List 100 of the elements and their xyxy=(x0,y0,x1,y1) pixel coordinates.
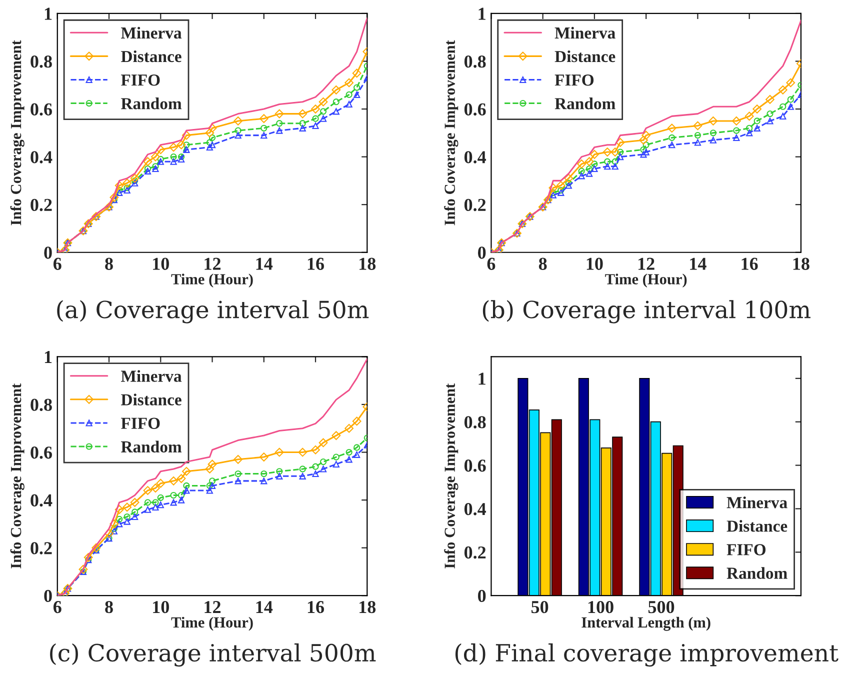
point xyxy=(182,130,191,140)
point xyxy=(152,499,159,506)
point xyxy=(612,163,618,170)
point xyxy=(591,165,598,172)
y-tick-label: 0.6 xyxy=(464,103,486,116)
point xyxy=(208,142,216,148)
x-tick-label: 8 xyxy=(538,258,547,270)
point xyxy=(178,496,185,504)
point xyxy=(602,148,612,156)
point xyxy=(694,139,702,146)
point xyxy=(320,115,327,122)
point xyxy=(205,464,214,474)
point xyxy=(157,494,164,501)
point xyxy=(604,163,611,170)
point xyxy=(346,448,352,456)
x-tick-label: 18 xyxy=(360,600,376,614)
point xyxy=(208,134,216,141)
point xyxy=(744,112,754,121)
point xyxy=(564,174,574,183)
point xyxy=(586,165,593,172)
point xyxy=(274,448,284,457)
point xyxy=(320,458,327,466)
point xyxy=(578,168,585,174)
point xyxy=(787,103,794,110)
point xyxy=(548,183,558,192)
x-axis-title: Time (Hour) xyxy=(171,274,253,288)
point xyxy=(354,84,360,91)
point xyxy=(642,130,651,140)
y-tick-label: 0.6 xyxy=(30,103,52,116)
point xyxy=(122,502,132,512)
point xyxy=(276,468,283,475)
point xyxy=(110,528,118,534)
point xyxy=(591,160,598,168)
point xyxy=(780,103,786,110)
point xyxy=(640,151,647,158)
x-tick-label: 500 xyxy=(648,600,674,614)
point xyxy=(320,466,327,472)
point xyxy=(746,130,753,136)
y-tick-label: 0 xyxy=(44,590,52,602)
point xyxy=(122,178,132,188)
y-tick-label: 0.6 xyxy=(464,460,486,472)
point xyxy=(132,513,138,520)
x-tick-label: 12 xyxy=(204,258,221,270)
point xyxy=(234,127,242,134)
point xyxy=(352,68,362,78)
x-tick-label: 16 xyxy=(308,258,324,270)
point xyxy=(170,158,177,165)
x-axis-title: Time (Hour) xyxy=(171,616,253,631)
point xyxy=(332,108,340,115)
point xyxy=(320,108,327,115)
point xyxy=(183,142,190,148)
point xyxy=(169,142,178,152)
point xyxy=(332,85,341,94)
y-tick-label: 0.4 xyxy=(30,151,52,164)
point xyxy=(556,181,566,190)
point xyxy=(311,445,320,454)
point xyxy=(274,109,284,118)
x-axis-title: Time (Hour) xyxy=(605,274,687,288)
legend-label: Minerva xyxy=(121,370,182,382)
point xyxy=(206,482,213,489)
x-tick-label: 16 xyxy=(742,258,758,270)
point xyxy=(584,157,594,166)
point xyxy=(124,184,130,192)
point xyxy=(299,472,306,480)
point xyxy=(354,451,360,458)
legend-label: Random xyxy=(554,98,616,110)
x-tick-label: 10 xyxy=(586,258,603,270)
point xyxy=(332,454,340,460)
point xyxy=(298,448,308,457)
point xyxy=(176,474,186,483)
y-tick-label: 1 xyxy=(478,372,486,385)
y-tick-label: 0.2 xyxy=(464,198,486,212)
point xyxy=(312,115,319,122)
point xyxy=(124,513,130,520)
point xyxy=(144,506,152,513)
point xyxy=(642,148,650,156)
y-tick-label: 0.4 xyxy=(464,151,486,164)
point xyxy=(786,78,796,88)
y-axis-title: Info Coverage Improvement xyxy=(10,383,24,568)
y-axis-title: Info Coverage Improvement xyxy=(10,40,24,226)
point xyxy=(124,518,130,525)
legend-label: FIFO xyxy=(554,74,594,86)
point xyxy=(116,520,123,528)
point xyxy=(132,180,138,186)
y-tick-label: 0 xyxy=(478,246,486,259)
point xyxy=(332,431,341,440)
text: (b) Coverage interval 100m xyxy=(482,300,810,324)
x-tick-label: 12 xyxy=(204,601,221,613)
y-tick-label: 0 xyxy=(44,246,52,259)
point xyxy=(733,127,740,134)
point xyxy=(151,484,160,493)
point xyxy=(311,104,320,114)
point xyxy=(259,114,268,124)
point xyxy=(766,110,774,118)
point xyxy=(176,140,186,150)
point xyxy=(667,124,676,133)
point xyxy=(156,145,166,154)
legend-label: Distance xyxy=(121,394,182,406)
y-tick-label: 1 xyxy=(478,8,486,20)
point xyxy=(610,148,620,156)
